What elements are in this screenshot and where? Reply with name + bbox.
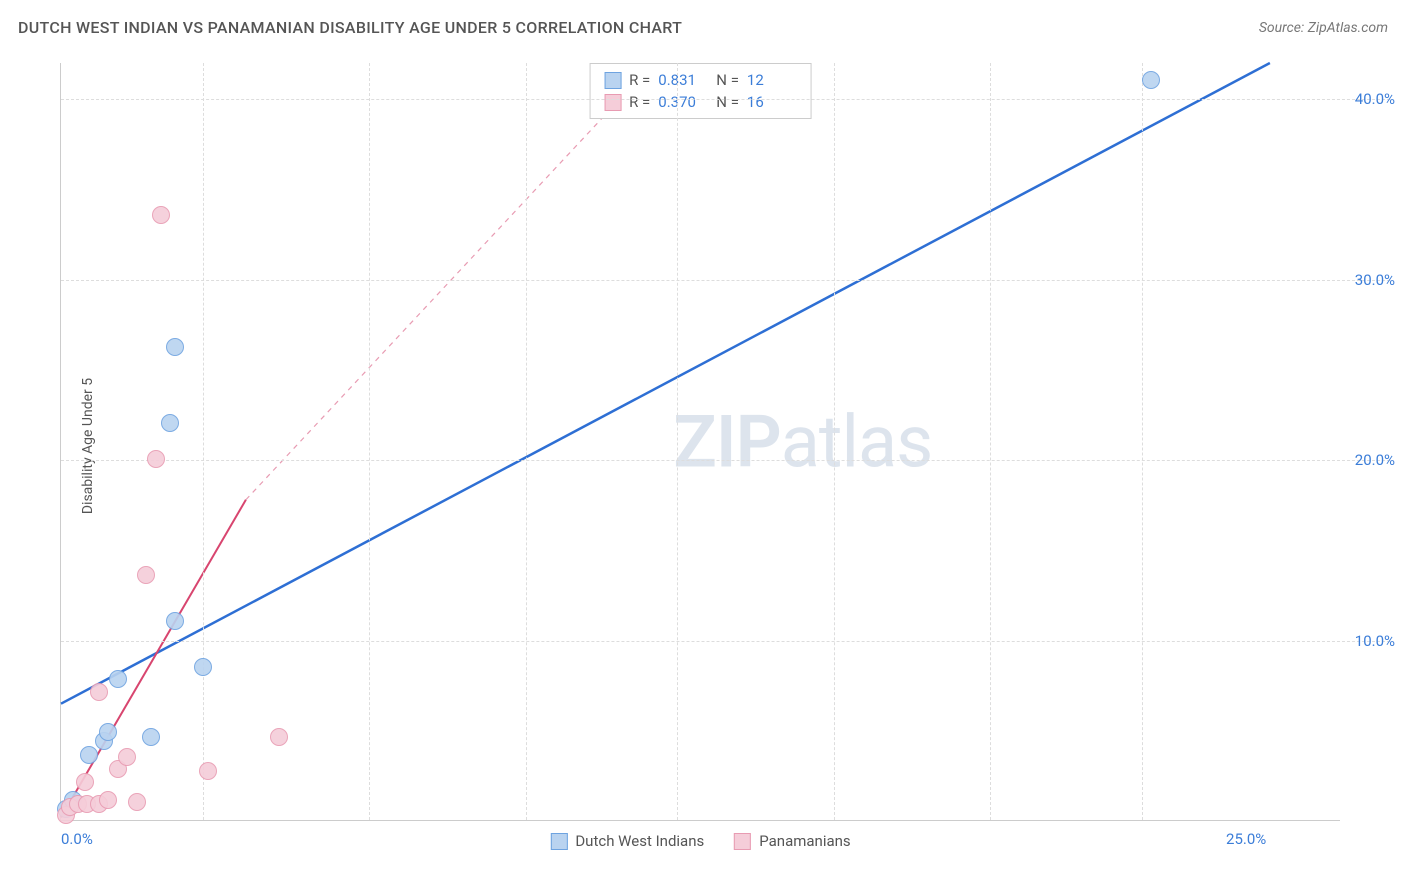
trend-line <box>61 500 246 818</box>
gridline-horizontal <box>61 99 1390 100</box>
data-point <box>166 338 184 356</box>
gridline-vertical <box>369 63 370 820</box>
data-point <box>109 670 127 688</box>
r-value-1: 0.370 <box>658 93 708 111</box>
data-point <box>166 612 184 630</box>
title-bar: DUTCH WEST INDIAN VS PANAMANIAN DISABILI… <box>18 18 1388 37</box>
x-tick-label: 25.0% <box>1226 830 1266 848</box>
data-point <box>161 414 179 432</box>
gridline-vertical <box>203 63 204 820</box>
trend-line <box>61 63 1270 704</box>
series-name-0: Dutch West Indians <box>575 832 704 850</box>
data-point <box>142 728 160 746</box>
data-point <box>194 658 212 676</box>
legend-item-0: Dutch West Indians <box>550 832 704 850</box>
legend-series: Dutch West Indians Panamanians <box>550 832 850 850</box>
r-value-0: 0.831 <box>658 71 708 89</box>
data-point <box>147 450 165 468</box>
plot-area: ZIPatlas R = 0.831 N = 12 R = 0.370 N = … <box>60 63 1340 821</box>
gridline-horizontal <box>61 280 1390 281</box>
data-point <box>99 723 117 741</box>
gridline-vertical <box>677 63 678 820</box>
n-label: N = <box>716 93 739 111</box>
legend-row-series-0: R = 0.831 N = 12 <box>604 69 797 91</box>
data-point <box>128 793 146 811</box>
gridline-vertical <box>834 63 835 820</box>
data-point <box>137 566 155 584</box>
watermark-bold: ZIP <box>673 399 780 484</box>
chart-title: DUTCH WEST INDIAN VS PANAMANIAN DISABILI… <box>18 18 682 37</box>
data-point <box>152 206 170 224</box>
gridline-horizontal <box>61 641 1390 642</box>
trend-line-extension <box>246 63 654 500</box>
source-attribution: Source: ZipAtlas.com <box>1259 20 1388 36</box>
gridline-vertical <box>526 63 527 820</box>
legend-swatch-0 <box>604 72 621 89</box>
data-point <box>199 762 217 780</box>
legend-correlation: R = 0.831 N = 12 R = 0.370 N = 16 <box>589 63 812 119</box>
y-tick-label: 30.0% <box>1355 271 1395 289</box>
gridline-vertical <box>1142 63 1143 820</box>
n-value-1: 16 <box>747 93 797 111</box>
gridline-vertical <box>990 63 991 820</box>
r-label: R = <box>629 71 650 89</box>
y-tick-label: 10.0% <box>1355 632 1395 650</box>
data-point <box>99 791 117 809</box>
watermark-light: atlas <box>781 399 933 484</box>
data-point <box>76 773 94 791</box>
n-value-0: 12 <box>747 71 797 89</box>
data-point <box>80 746 98 764</box>
data-point <box>1142 71 1160 89</box>
y-tick-label: 20.0% <box>1355 451 1395 469</box>
legend-swatch-1 <box>604 94 621 111</box>
legend-swatch-bottom-1 <box>734 833 751 850</box>
legend-item-1: Panamanians <box>734 832 850 850</box>
data-point <box>118 748 136 766</box>
legend-swatch-bottom-0 <box>550 833 567 850</box>
legend-row-series-1: R = 0.370 N = 16 <box>604 91 797 113</box>
data-point <box>270 728 288 746</box>
series-name-1: Panamanians <box>759 832 850 850</box>
y-tick-label: 40.0% <box>1355 90 1395 108</box>
gridline-horizontal <box>61 460 1390 461</box>
chart-svg <box>61 63 1340 820</box>
watermark: ZIPatlas <box>673 399 932 484</box>
r-label: R = <box>629 93 650 111</box>
n-label: N = <box>716 71 739 89</box>
x-tick-label: 0.0% <box>61 830 93 848</box>
data-point <box>90 683 108 701</box>
